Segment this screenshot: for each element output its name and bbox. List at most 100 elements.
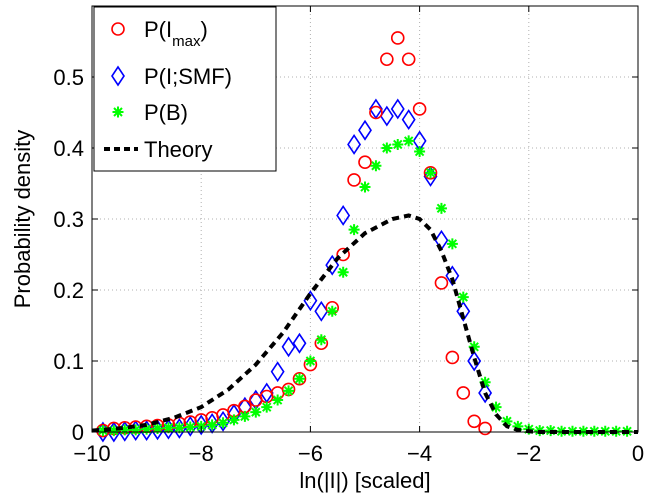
legend-entry-subscript: max bbox=[172, 33, 201, 50]
data-point bbox=[272, 394, 284, 406]
legend-entry-text: P(I;SMF) bbox=[144, 64, 232, 89]
data-point bbox=[425, 167, 437, 179]
data-point bbox=[228, 414, 240, 426]
data-point bbox=[347, 173, 361, 187]
data-point bbox=[130, 424, 142, 436]
data-point bbox=[139, 420, 154, 442]
data-point bbox=[501, 415, 513, 427]
x-tick-label: −6 bbox=[298, 441, 323, 466]
data-point bbox=[184, 421, 196, 433]
data-point bbox=[414, 146, 426, 158]
x-tick-label: 0 bbox=[632, 441, 644, 466]
data-point bbox=[370, 160, 382, 172]
legend-entry-label: P(B) bbox=[144, 100, 188, 125]
data-point bbox=[194, 414, 209, 436]
legend-marker-asterisk bbox=[112, 106, 124, 118]
data-point bbox=[358, 119, 372, 141]
data-point bbox=[97, 425, 109, 437]
data-point bbox=[467, 350, 482, 372]
data-point bbox=[467, 414, 482, 429]
data-point bbox=[348, 224, 360, 236]
data-point bbox=[239, 410, 251, 422]
y-tick-label: 0.1 bbox=[53, 349, 84, 374]
legend-entry-text: P(I bbox=[144, 17, 172, 42]
data-point bbox=[381, 142, 393, 154]
data-point bbox=[445, 350, 460, 365]
y-axis-label: Probability density bbox=[10, 130, 35, 309]
data-point bbox=[161, 418, 176, 440]
y-tick-label: 0.3 bbox=[53, 207, 84, 232]
data-point bbox=[478, 382, 493, 404]
x-axis-label: ln(|I|) [scaled] bbox=[299, 468, 430, 493]
data-point bbox=[390, 31, 405, 45]
data-point bbox=[150, 419, 165, 441]
data-point bbox=[141, 423, 153, 435]
data-point bbox=[172, 418, 187, 439]
data-point bbox=[435, 202, 447, 214]
data-point bbox=[281, 336, 296, 358]
data-point bbox=[292, 332, 307, 354]
data-point bbox=[401, 52, 416, 67]
data-point bbox=[315, 334, 327, 346]
data-point bbox=[119, 424, 131, 436]
y-tick-label: 0.5 bbox=[53, 65, 84, 90]
data-point bbox=[292, 371, 307, 386]
legend-marker-diamond bbox=[111, 65, 125, 87]
data-point bbox=[359, 181, 371, 193]
data-point bbox=[152, 422, 164, 434]
data-point bbox=[457, 291, 469, 303]
legend-entry-text: Theory bbox=[144, 137, 212, 162]
data-point bbox=[304, 355, 316, 367]
y-tick-label: 0 bbox=[72, 420, 84, 445]
x-tick-label: −4 bbox=[407, 441, 432, 466]
data-point bbox=[434, 276, 449, 290]
data-point bbox=[108, 425, 120, 437]
data-point bbox=[326, 305, 338, 317]
data-point bbox=[336, 247, 350, 262]
data-point bbox=[512, 420, 524, 432]
x-tick-label: −2 bbox=[516, 441, 541, 466]
legend: P(Imax) P(I;SMF) P(B) Theory bbox=[93, 6, 277, 172]
data-point bbox=[566, 425, 578, 437]
x-tick-label: −8 bbox=[189, 441, 214, 466]
legend-entry-label: Theory bbox=[144, 137, 212, 162]
data-point bbox=[478, 421, 492, 436]
y-tick-label: 0.2 bbox=[53, 278, 84, 303]
data-point bbox=[588, 425, 600, 437]
data-point bbox=[556, 425, 568, 437]
data-point bbox=[250, 406, 262, 418]
data-point bbox=[314, 300, 329, 322]
data-point bbox=[162, 422, 174, 434]
data-point bbox=[347, 134, 362, 155]
data-point bbox=[446, 238, 458, 250]
data-point bbox=[369, 105, 383, 120]
data-point bbox=[358, 155, 372, 169]
data-point bbox=[423, 166, 438, 180]
y-tick-labels: 0 0.1 0.2 0.3 0.4 0.5 bbox=[53, 65, 84, 445]
data-point bbox=[261, 401, 273, 413]
legend-marker-circle bbox=[111, 22, 125, 36]
data-point bbox=[390, 98, 405, 120]
data-point bbox=[599, 425, 611, 437]
data-point bbox=[283, 385, 295, 397]
legend-entry-label: P(Imax) bbox=[144, 17, 208, 50]
data-point bbox=[490, 401, 502, 413]
data-point bbox=[337, 266, 349, 278]
data-point bbox=[206, 419, 218, 431]
data-point bbox=[456, 300, 471, 322]
data-point bbox=[336, 205, 351, 226]
data-point bbox=[456, 386, 471, 400]
legend-entry-suffix: ) bbox=[200, 17, 207, 42]
data-point bbox=[379, 105, 394, 127]
legend-box bbox=[93, 6, 277, 172]
data-point bbox=[270, 361, 285, 383]
data-point bbox=[401, 109, 416, 131]
data-point bbox=[577, 425, 589, 437]
data-point bbox=[392, 138, 404, 150]
data-point bbox=[380, 52, 394, 67]
data-point bbox=[403, 135, 415, 147]
data-point bbox=[479, 376, 491, 388]
data-point bbox=[468, 341, 480, 353]
legend-entry-text: P(B) bbox=[144, 100, 188, 125]
